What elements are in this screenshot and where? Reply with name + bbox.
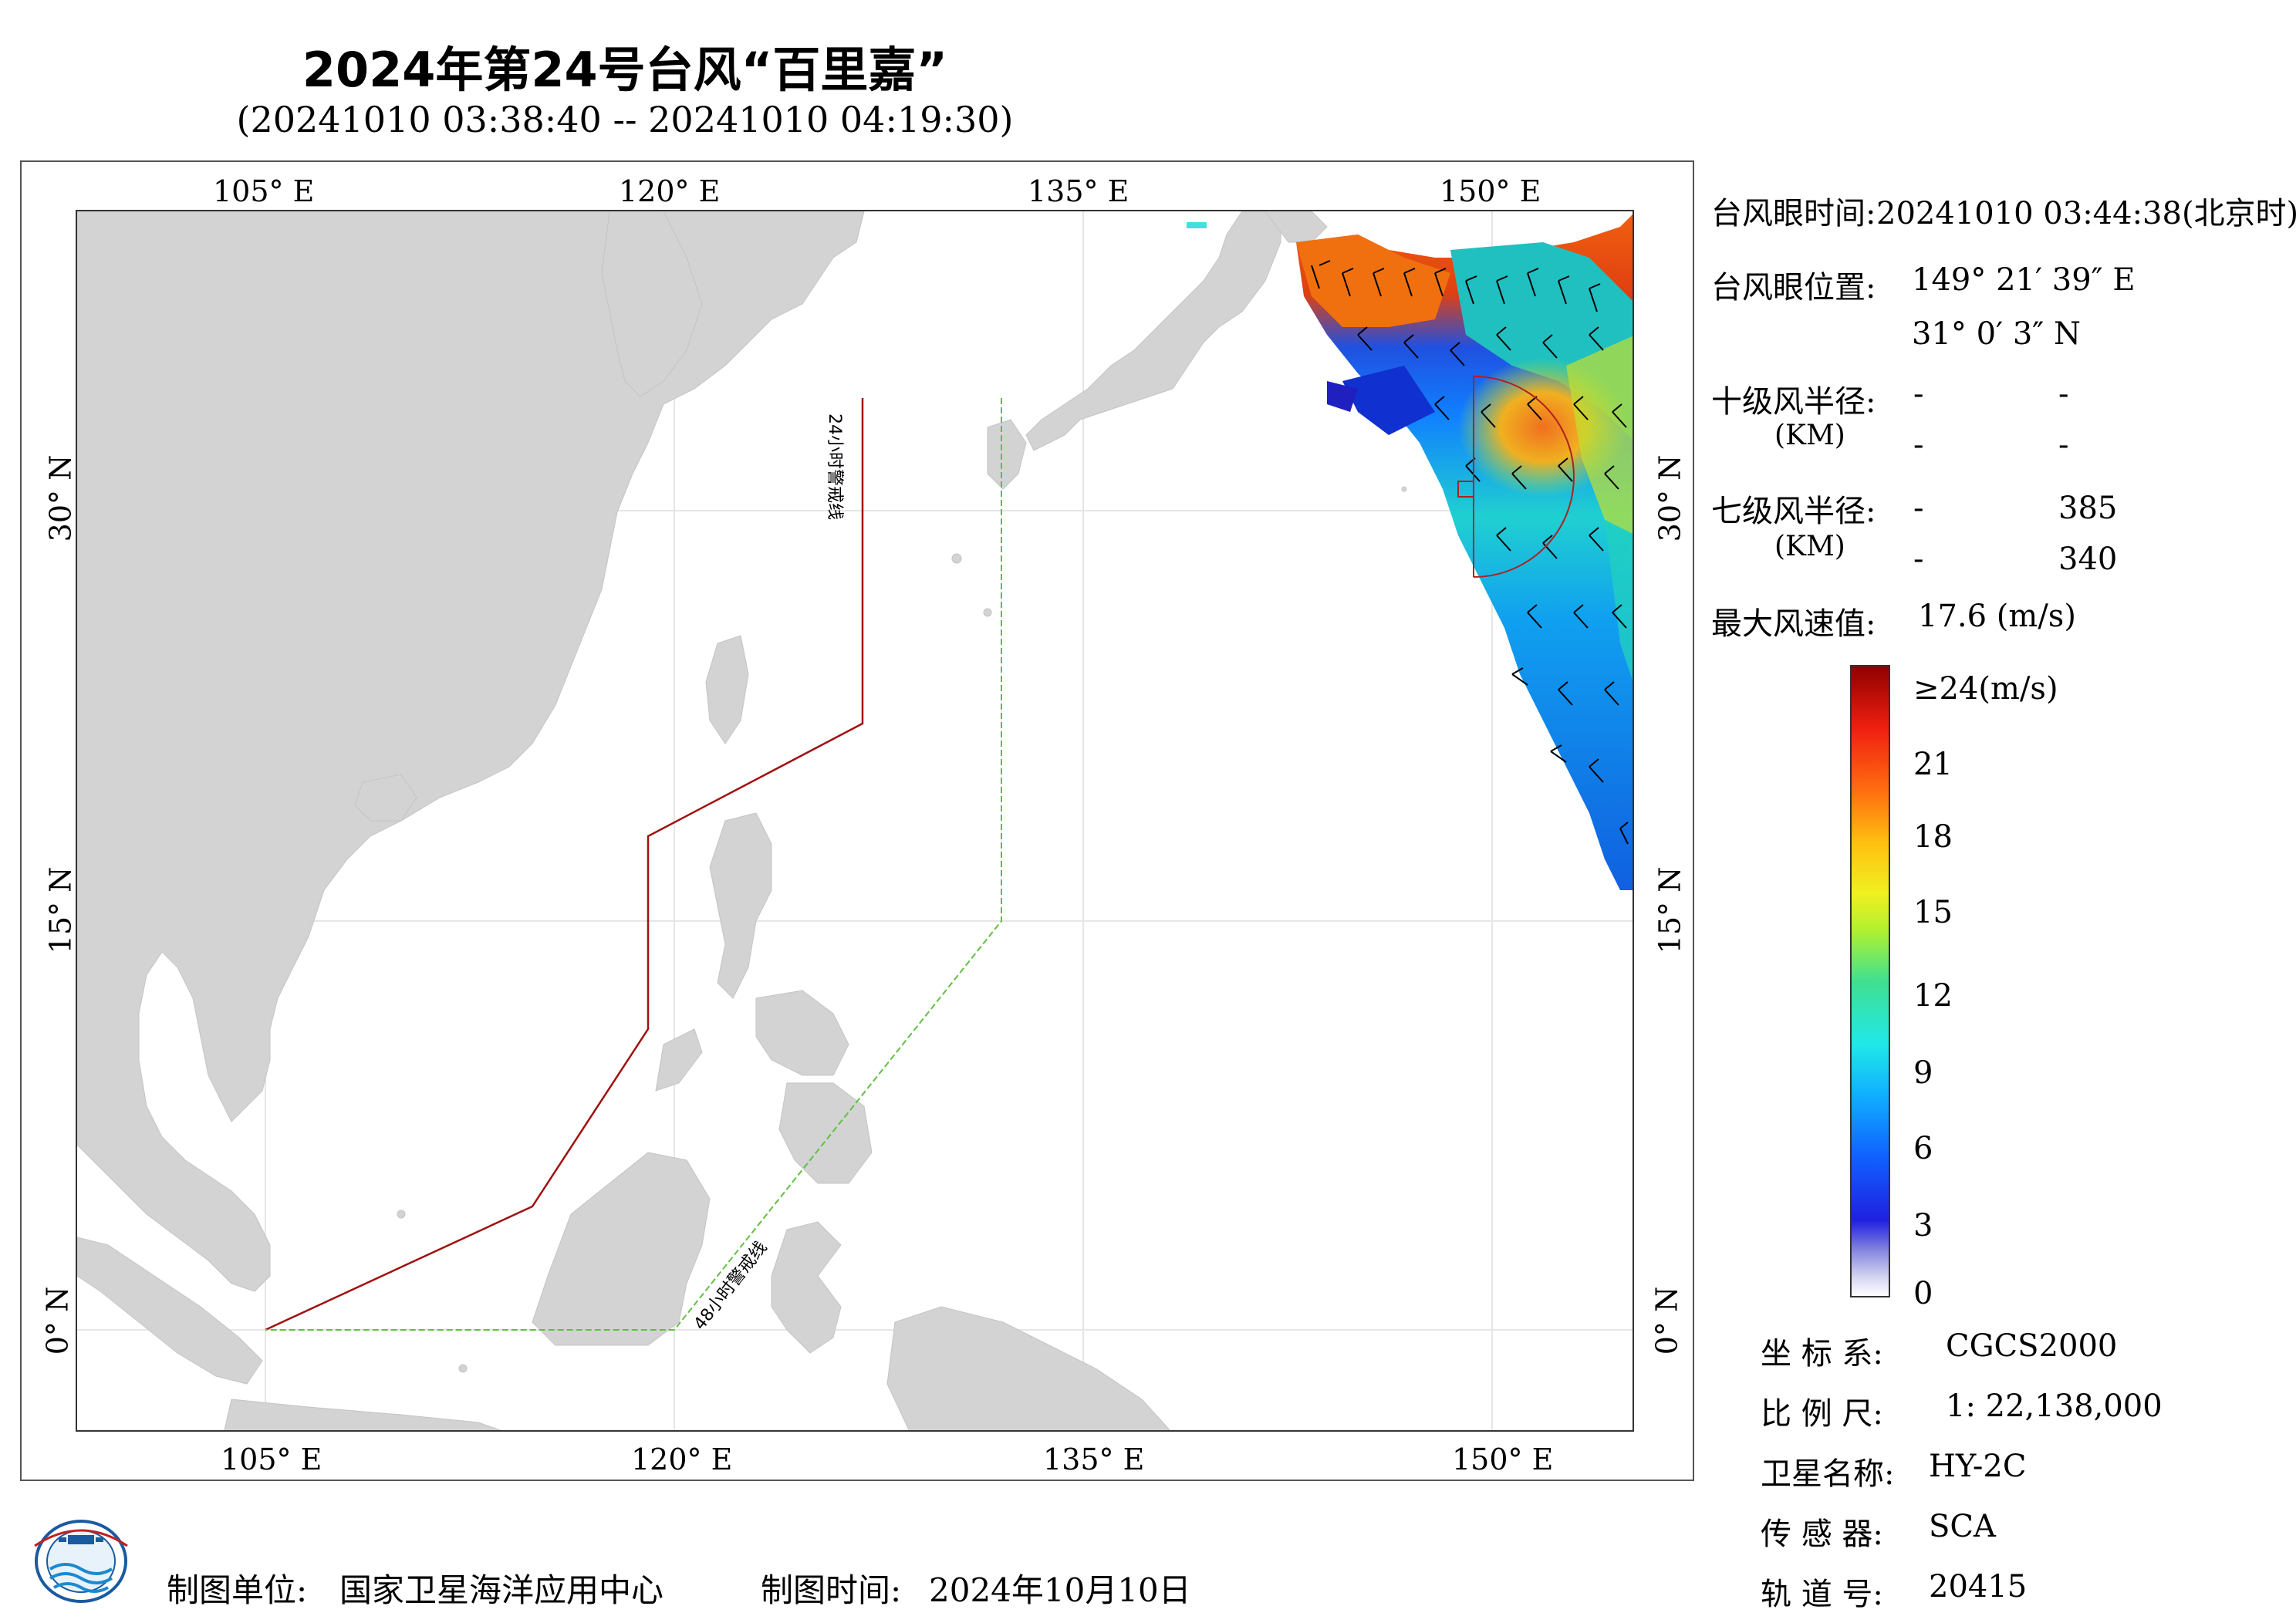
colorbar-label-21: 21 (1913, 747, 1953, 782)
colorbar-label-0: 0 (1913, 1276, 1933, 1311)
nsoas-logo-icon (34, 1520, 128, 1603)
r10-value-3: - (1913, 427, 1924, 463)
bottom-tick-135: 135° E (1043, 1442, 1145, 1476)
crs-label: 坐 标 系: (1761, 1336, 1883, 1372)
date-value: 2024年10月10日 (929, 1571, 1191, 1609)
top-tick-120: 120° E (619, 174, 721, 208)
map-svg (77, 211, 1633, 1430)
r7-value-4: 340 (2058, 542, 2118, 577)
scale-label: 比 例 尺: (1761, 1396, 1883, 1432)
maker-label: 制图单位: (167, 1571, 308, 1609)
colorbar-label-6: 6 (1913, 1131, 1933, 1166)
colorbar-label-15: 15 (1913, 895, 1953, 930)
top-tick-150: 150° E (1440, 174, 1541, 208)
r7-value-1: - (1913, 491, 1924, 526)
crs-value: CGCS2000 (1946, 1328, 2118, 1364)
eye-time-label: 台风眼时间: (1711, 196, 1876, 231)
eye-position-label: 台风眼位置: (1711, 270, 1876, 305)
map-frame (20, 160, 1694, 1481)
r7-value-2: 385 (2058, 491, 2118, 526)
right-tick-15n: 15° N (1653, 866, 1687, 954)
eye-longitude: 149° 21′ 39″ E (1912, 262, 2136, 298)
top-tick-105: 105° E (213, 174, 315, 208)
max-wind-label: 最大风速值: (1711, 606, 1876, 642)
warning-line-24h (265, 398, 864, 1331)
map-title: 2024年第24号台风“百里嘉” (302, 42, 948, 98)
right-tick-0n: 0° N (1649, 1286, 1684, 1355)
orbit-value: 20415 (1929, 1569, 2028, 1604)
maker-value: 国家卫星海洋应用中心 (339, 1571, 664, 1609)
left-tick-30n: 30° N (43, 454, 78, 542)
land (77, 211, 1407, 1430)
bottom-tick-120: 120° E (631, 1442, 733, 1476)
map-subtitle: (20241010 03:38:40 -- 20241010 04:19:30) (236, 99, 1014, 140)
eye-time-value: 20241010 03:44:38(北京时) (1876, 196, 2296, 231)
colorbar-label-12: 12 (1913, 978, 1953, 1014)
top-tick-135: 135° E (1028, 174, 1129, 208)
wind-radius-arcs (1457, 376, 1575, 578)
warning-line-48h (265, 398, 1002, 1331)
r7-unit: (KM) (1774, 531, 1845, 562)
scale-value: 1: 22,138,000 (1946, 1388, 2163, 1424)
swath-fragment (1187, 222, 1207, 228)
warning-24h-label: 24小时警戒线 (825, 413, 844, 520)
map-area: 24小时警戒线 48小时警戒线 (76, 210, 1634, 1432)
satellite-label: 卫星名称: (1761, 1456, 1895, 1492)
colorbar-label-3: 3 (1913, 1208, 1933, 1243)
colorbar-label-18: 18 (1913, 819, 1953, 855)
bottom-tick-150: 150° E (1452, 1442, 1554, 1476)
r7-value-3: - (1913, 542, 1924, 577)
orbit-label: 轨 道 号: (1761, 1577, 1883, 1612)
r10-value-2: - (2058, 376, 2069, 412)
bottom-tick-105: 105° E (221, 1442, 322, 1476)
date-label: 制图时间: (761, 1571, 902, 1609)
r10-value-1: - (1913, 376, 1924, 412)
colorbar-label-24: ≥24(m/s) (1913, 671, 2058, 707)
sensor-value: SCA (1929, 1509, 1996, 1544)
r10-label: 十级风半径: (1711, 384, 1876, 420)
right-tick-30n: 30° N (1653, 454, 1687, 542)
r10-unit: (KM) (1774, 420, 1845, 451)
colorbar-label-9: 9 (1913, 1055, 1933, 1091)
wind-barbs (1311, 260, 1629, 845)
sensor-label: 传 感 器: (1761, 1517, 1883, 1552)
r10-value-4: - (2058, 427, 2069, 463)
satellite-value: HY-2C (1929, 1449, 2027, 1484)
max-wind-value: 17.6 (m/s) (1918, 599, 2076, 634)
wind-field (1296, 214, 1633, 890)
left-tick-15n: 15° N (43, 866, 78, 954)
wind-speed-colorbar (1850, 665, 1890, 1297)
r7-label: 七级风半径: (1711, 494, 1876, 529)
eye-latitude: 31° 0′ 3″ N (1912, 316, 2081, 352)
left-tick-0n: 0° N (40, 1286, 75, 1355)
